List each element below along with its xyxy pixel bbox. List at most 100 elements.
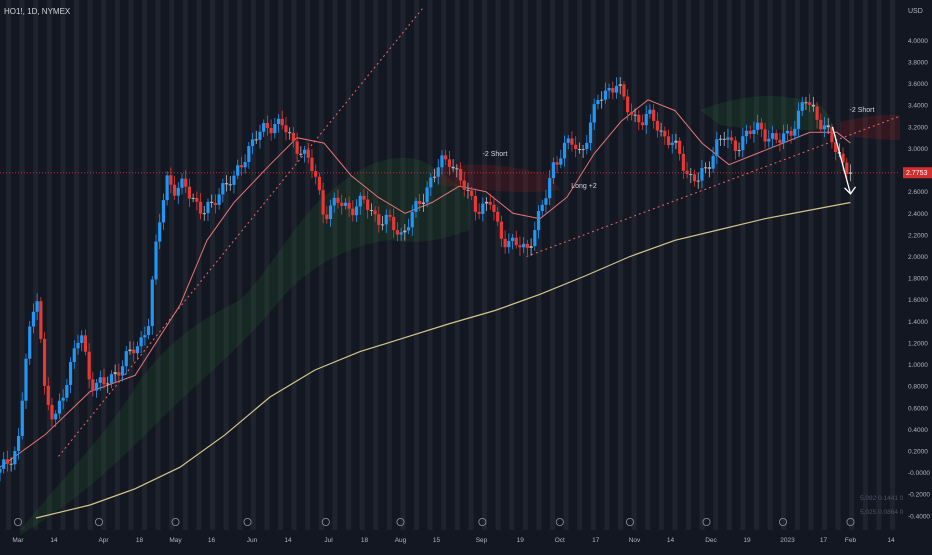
session-stripe	[862, 0, 868, 530]
candle-body	[258, 131, 262, 140]
candle-body	[146, 326, 151, 336]
candle-body	[455, 168, 459, 170]
annotation-text: -2 Short	[483, 151, 508, 158]
candle-body	[135, 346, 140, 354]
candle-body	[236, 165, 240, 176]
candle-body	[158, 222, 162, 242]
trendline-1[interactable]	[58, 7, 424, 457]
candle-body	[187, 186, 192, 199]
candle-body	[46, 385, 50, 405]
candle-body	[666, 136, 671, 146]
candle-body	[652, 109, 656, 121]
y-tick-label: 4.0000	[908, 38, 928, 45]
x-tick-label: 17	[592, 537, 600, 544]
candle-body	[165, 175, 169, 201]
session-marker-icon[interactable]	[779, 518, 788, 527]
moving-average-slow	[35, 201, 851, 519]
candle-body	[477, 211, 481, 214]
session-marker-icon[interactable]	[396, 518, 405, 527]
candle-body	[369, 209, 373, 211]
session-marker-icon[interactable]	[171, 518, 180, 527]
candle-body	[384, 214, 388, 225]
x-tick-label: 14	[667, 537, 675, 544]
session-stripe	[359, 0, 365, 530]
currency-label: USD	[908, 8, 923, 15]
candle-body	[559, 158, 563, 165]
candle-body	[172, 184, 177, 196]
session-marker-icon[interactable]	[321, 518, 330, 527]
x-tick-label: Aug	[395, 537, 407, 544]
session-marker-icon[interactable]	[243, 518, 252, 527]
x-tick-label: Sep	[476, 537, 488, 544]
candle-body	[202, 213, 206, 215]
candle-body	[525, 243, 529, 248]
session-stripe	[767, 0, 773, 530]
candle-body	[217, 194, 221, 205]
price-axis-panel	[900, 0, 932, 550]
session-stripe	[101, 0, 107, 530]
candle-body	[499, 221, 503, 239]
candle-body	[793, 128, 797, 136]
cloud-red-band-right	[840, 114, 905, 140]
session-stripe	[672, 0, 678, 530]
trendline-2[interactable]	[526, 115, 901, 257]
session-marker-icon[interactable]	[626, 518, 635, 527]
x-tick-label: Mar	[12, 537, 24, 544]
session-stripes	[6, 0, 895, 530]
candle-body	[429, 177, 433, 188]
annotation-short-1: -2 Short	[483, 151, 508, 158]
session-stripe	[128, 0, 134, 530]
candle-body	[406, 227, 411, 231]
x-tick-label: 19	[743, 537, 751, 544]
session-stripe	[237, 0, 243, 530]
candle-body	[269, 127, 273, 134]
session-marker-icon[interactable]	[478, 518, 487, 527]
session-marker-icon[interactable]	[555, 518, 564, 527]
candle-body	[380, 224, 385, 226]
session-stripe	[414, 0, 419, 530]
candle-body	[451, 166, 455, 169]
candle-body	[726, 137, 730, 140]
candle-body	[492, 204, 496, 212]
candle-body	[633, 114, 637, 116]
candle-body	[206, 201, 210, 214]
candle-body	[600, 99, 604, 101]
y-tick-label: 0.2000	[908, 449, 928, 456]
candle-body	[614, 85, 619, 93]
candle-body	[570, 138, 574, 145]
session-marker-icon[interactable]	[702, 518, 711, 527]
session-stripe	[604, 0, 610, 530]
indicator-value-2: 5,025 0.0864 0	[860, 509, 904, 516]
session-marker-icon[interactable]	[95, 518, 104, 527]
session-stripe	[781, 0, 787, 530]
candle-body	[154, 241, 158, 280]
candle-body	[139, 337, 143, 347]
candle-body	[845, 162, 849, 174]
y-tick-label: 1.6000	[908, 297, 928, 304]
annotation-text: Long +2	[571, 183, 597, 190]
session-marker-icon[interactable]	[13, 518, 22, 527]
session-stripe	[590, 0, 596, 530]
candle-body	[262, 123, 266, 132]
candle-body	[106, 383, 110, 385]
candle-body	[466, 189, 470, 191]
candle-body	[392, 216, 396, 231]
y-tick-label: -0.4000	[908, 513, 930, 520]
candle-body	[533, 230, 537, 247]
moving-average-fast	[0, 99, 851, 468]
candle-body	[35, 301, 39, 312]
session-stripe	[563, 0, 569, 530]
session-marker-icon[interactable]	[846, 518, 855, 527]
y-tick-label: 0.6000	[908, 405, 928, 412]
candle-body	[265, 123, 270, 128]
candle-body	[395, 230, 399, 235]
candle-body	[663, 130, 667, 137]
candle-body	[161, 200, 166, 223]
session-stripe	[155, 0, 161, 530]
candle-body	[562, 142, 567, 159]
y-tick-label: 2.2000	[908, 232, 928, 239]
candle-body	[2, 459, 6, 469]
candle-body	[250, 139, 255, 147]
